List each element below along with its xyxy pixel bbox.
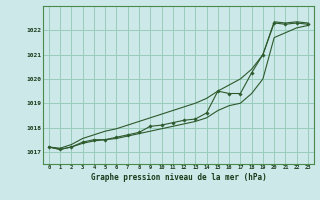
X-axis label: Graphe pression niveau de la mer (hPa): Graphe pression niveau de la mer (hPa) [91,173,266,182]
